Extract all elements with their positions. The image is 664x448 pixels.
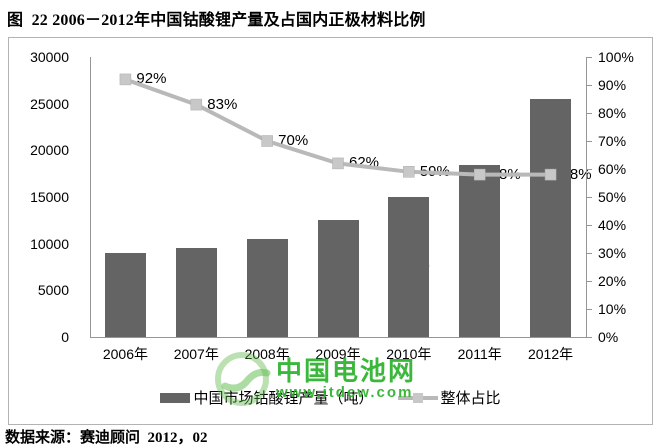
legend-label-share: 整体占比 <box>440 390 501 407</box>
share-percent-label: 92% <box>136 70 167 88</box>
right-axis-tick: 40% <box>598 217 627 233</box>
x-axis-label: 2010年 <box>386 346 432 362</box>
left-axis-line <box>90 57 91 337</box>
left-axis-tick: 20000 <box>30 142 69 159</box>
x-axis-label: 2012年 <box>527 346 574 362</box>
bar-2010年 <box>388 197 430 337</box>
right-axis-tick: 20% <box>598 273 627 289</box>
share-percent-label: 59% <box>419 162 450 180</box>
share-percent-label: 70% <box>278 132 309 149</box>
x-axis-label: 2009年 <box>315 346 361 362</box>
right-axis-tickmark <box>586 309 592 310</box>
right-axis-tickmark <box>586 225 592 226</box>
chart-frame: 58%58%59%62%70%83%92%2012年255002011年1840… <box>8 37 653 425</box>
share-line-marker <box>119 73 132 86</box>
right-axis-tickmark <box>586 253 592 254</box>
bar-2008年 <box>246 239 288 337</box>
right-axis-line <box>586 57 587 337</box>
left-axis-tick: 15000 <box>30 189 69 205</box>
share-line-marker <box>403 166 415 178</box>
right-axis-tickmark <box>586 337 592 338</box>
x-axis-label: 2008年 <box>244 346 290 362</box>
bar-2006年 <box>104 253 146 337</box>
left-axis-tick: 25000 <box>30 95 69 112</box>
x-axis-label: 2006年 <box>102 346 148 362</box>
share-line-marker <box>332 157 344 170</box>
left-axis-tick: 10000 <box>30 235 69 252</box>
bar-2011年 <box>459 165 501 337</box>
right-axis-tick: 80% <box>598 105 627 121</box>
legend-item-production: 中国市场钴酸锂产量（吨） <box>160 387 374 408</box>
right-axis-tick: 90% <box>598 77 627 93</box>
left-axis-tick: 5000 <box>37 282 69 299</box>
legend-label-production: 中国市场钴酸锂产量（吨） <box>193 390 374 407</box>
legend-item-share: 整体占比 <box>397 387 501 408</box>
page-title: 图 22 2006－2012年中国钴酸锂产量及占国内正极材料比例 <box>7 12 426 29</box>
bar-2009年 <box>317 220 359 337</box>
right-axis-tickmark <box>586 141 592 142</box>
right-axis-tick: 10% <box>598 301 627 317</box>
share-line <box>124 77 551 177</box>
right-axis-tick: 70% <box>598 133 627 149</box>
data-source-footer: 数据来源：赛迪顾问 2012，02 <box>5 430 208 446</box>
right-axis-tick: 60% <box>598 161 627 177</box>
share-percent-label: 83% <box>207 95 238 113</box>
x-axis-label: 2007年 <box>173 346 219 362</box>
share-line-marker <box>261 135 273 147</box>
right-axis-tickmark <box>586 113 592 114</box>
chart-legend: 中国市场钴酸锂产量（吨） 整体占比 <box>9 387 652 408</box>
line-swatch-icon <box>397 392 438 403</box>
right-axis-tick: 100% <box>598 49 634 65</box>
right-axis-tick: 30% <box>598 245 627 261</box>
right-axis-tickmark <box>586 85 592 86</box>
left-axis-tick: 0 <box>61 329 69 345</box>
line-marker-icon <box>412 392 423 403</box>
right-axis-tickmark <box>586 57 592 58</box>
share-line-marker <box>190 98 203 111</box>
right-axis-tickmark <box>586 281 592 282</box>
right-axis-tickmark <box>586 169 592 170</box>
bar-2012年 <box>530 99 572 337</box>
right-axis-tick: 50% <box>598 189 627 205</box>
right-axis-tickmark <box>586 197 592 198</box>
left-axis-tick: 30000 <box>30 49 69 65</box>
share-percent-label: 62% <box>349 154 380 172</box>
x-axis-label: 2011年 <box>457 346 502 362</box>
right-axis-tick: 0% <box>598 329 619 345</box>
x-axis-line <box>90 337 587 338</box>
bar-swatch-icon <box>160 392 191 403</box>
bar-2007年 <box>175 248 217 337</box>
